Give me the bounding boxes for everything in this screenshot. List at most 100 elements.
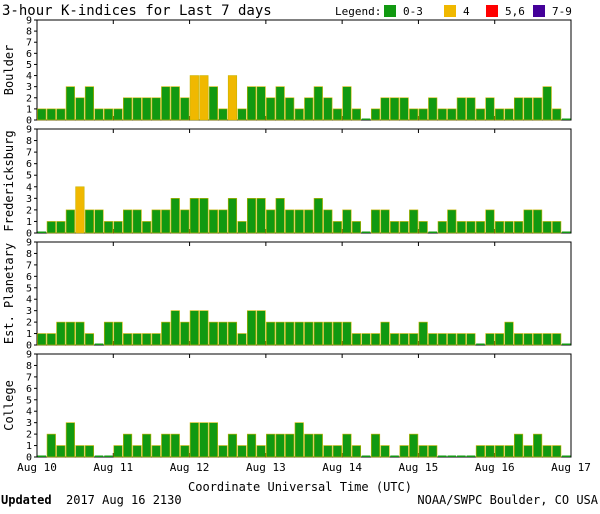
k-index-bar	[561, 343, 571, 345]
k-index-bar	[237, 221, 247, 234]
k-index-bar	[180, 209, 190, 234]
y-tick-label: 6	[26, 159, 32, 170]
k-index-bar	[266, 321, 276, 346]
panel-frame	[36, 128, 572, 234]
k-index-bar	[552, 108, 562, 121]
k-index-bar	[313, 433, 323, 458]
k-index-bar	[513, 221, 524, 234]
k-index-bar	[504, 445, 514, 458]
y-tick-label: 2	[26, 205, 32, 216]
k-index-bar	[332, 445, 342, 458]
k-index-bar	[304, 97, 314, 121]
y-tick-label: 8	[26, 27, 32, 38]
k-index-bar	[84, 333, 95, 346]
y-tick-label: 4	[26, 295, 32, 306]
y-tick-label: 0	[26, 116, 32, 127]
k-index-bar	[313, 321, 323, 346]
k-index-bar	[208, 209, 218, 234]
y-tick-label: 9	[26, 238, 32, 249]
y-axis-label: College	[2, 380, 16, 431]
k-index-bar	[75, 445, 85, 458]
k-index-bar	[65, 321, 75, 346]
k-index-bar	[485, 445, 495, 458]
k-index-bar	[399, 445, 409, 458]
k-index-bar	[466, 221, 476, 234]
k-index-bar	[256, 198, 266, 234]
k-index-bar	[142, 221, 152, 234]
x-axis-label: Coordinate Universal Time (UTC)	[188, 480, 412, 494]
k-index-bar	[513, 433, 524, 458]
k-index-bar	[65, 86, 75, 121]
k-index-bar	[170, 433, 180, 458]
x-tick-label: Aug 17	[551, 461, 591, 474]
k-index-bar	[523, 97, 533, 121]
y-tick-label: 4	[26, 407, 32, 418]
k-index-bar	[561, 231, 571, 233]
legend-swatch-4	[533, 5, 545, 17]
k-index-bar	[208, 422, 218, 458]
k-index-bar	[123, 433, 133, 458]
k-index-bar	[351, 333, 362, 346]
k-index-bar	[161, 321, 171, 346]
k-index-bar	[323, 445, 333, 458]
k-index-bar	[466, 97, 476, 121]
updated-value: 2017 Aug 16 2130	[66, 493, 182, 507]
k-index-bar	[494, 445, 505, 458]
k-index-bar	[103, 108, 114, 121]
y-tick-label: 8	[26, 361, 32, 372]
k-index-bar	[428, 333, 438, 346]
k-index-bar	[494, 221, 505, 234]
k-index-bar	[476, 343, 485, 345]
credit-text: NOAA/SWPC Boulder, CO USA	[417, 493, 598, 507]
y-tick-label: 6	[26, 272, 32, 283]
k-index-bar	[294, 321, 304, 346]
k-index-bar	[113, 445, 123, 458]
k-index-bar	[56, 321, 66, 346]
k-index-bar	[552, 221, 562, 234]
k-index-bar	[561, 118, 571, 120]
k-index-bar	[170, 198, 180, 234]
k-index-bar	[361, 455, 371, 457]
k-index-bar	[227, 321, 238, 346]
legend-swatch-1	[384, 5, 396, 17]
k-index-bar	[218, 209, 228, 234]
k-index-bar	[380, 97, 390, 121]
k-index-bar	[218, 108, 228, 121]
k-index-bar	[123, 333, 133, 346]
k-index-bar	[132, 445, 142, 458]
chart-title: 3-hour K-indices for Last 7 days	[2, 3, 272, 19]
legend: Legend: 0-3 4 5,6 7-9	[335, 5, 572, 18]
y-axis-label: Boulder	[2, 45, 16, 96]
k-index-bar	[351, 108, 362, 121]
k-index-bar	[46, 221, 56, 234]
k-index-bar	[523, 333, 533, 346]
legend-item-label: 0-3	[403, 5, 423, 18]
y-tick-label: 9	[26, 16, 32, 27]
k-index-bar	[294, 209, 304, 234]
k-index-bar	[132, 209, 142, 234]
k-index-bar	[409, 209, 419, 234]
k-index-bar	[275, 198, 285, 234]
k-index-bar	[456, 97, 466, 121]
k-index-bar	[208, 86, 218, 121]
y-tick-label: 3	[26, 418, 32, 429]
y-tick-label: 6	[26, 384, 32, 395]
k-index-bar	[113, 321, 123, 346]
k-index-bar	[485, 97, 495, 121]
y-tick-label: 5	[26, 171, 32, 182]
k-index-bar	[218, 321, 228, 346]
k-index-bar	[227, 433, 238, 458]
legend-label: Legend:	[335, 5, 381, 18]
k-index-bar	[275, 433, 285, 458]
k-index-bar	[542, 86, 552, 121]
y-tick-label: 6	[26, 49, 32, 60]
y-tick-label: 8	[26, 249, 32, 260]
k-index-bar	[513, 333, 524, 346]
k-index-bar	[399, 97, 409, 121]
k-index-bar	[323, 97, 333, 121]
y-tick-label: 3	[26, 306, 32, 317]
k-index-bar	[332, 221, 342, 234]
panels: 0123456789Boulder0123456789Fredericksbur…	[2, 16, 572, 464]
